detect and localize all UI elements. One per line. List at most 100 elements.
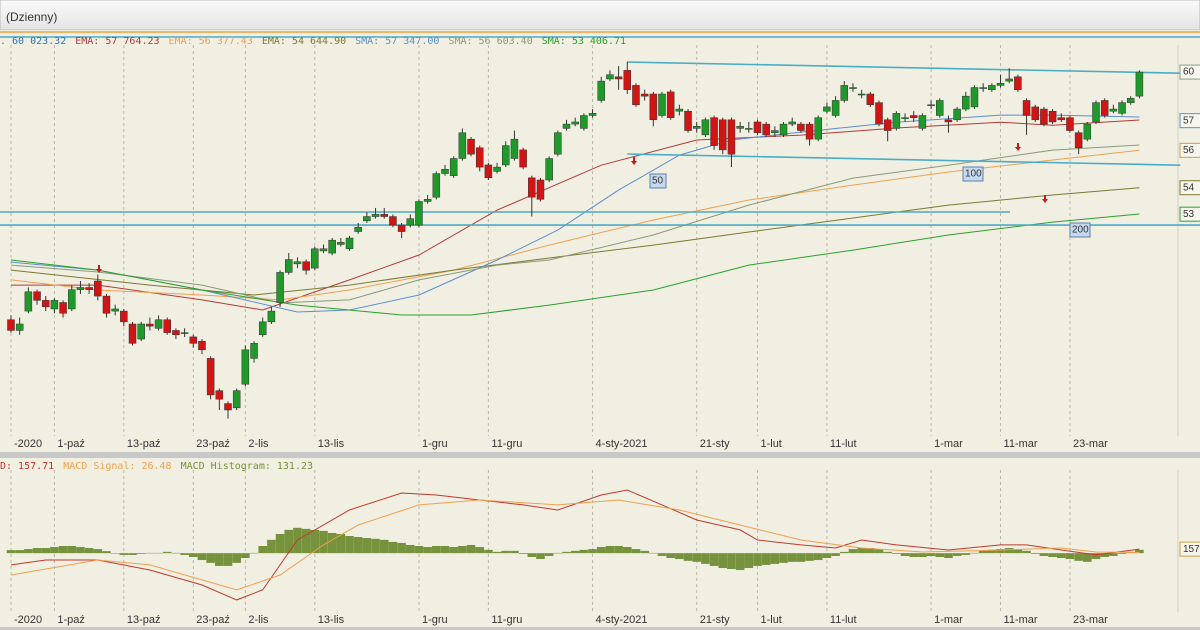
candle-body bbox=[380, 214, 388, 217]
candle-body bbox=[423, 199, 432, 202]
candle-body bbox=[180, 332, 189, 334]
price-tag bbox=[1179, 206, 1200, 222]
histogram-bar bbox=[692, 553, 702, 562]
candle-body bbox=[111, 308, 119, 312]
candle-body bbox=[640, 93, 649, 97]
histogram-bar bbox=[848, 549, 858, 554]
candle-body bbox=[710, 117, 718, 146]
histogram-bar bbox=[544, 553, 554, 556]
candle-body bbox=[293, 261, 302, 265]
candle-body bbox=[675, 108, 684, 112]
histogram-bar bbox=[93, 549, 103, 554]
candle-body bbox=[519, 149, 527, 168]
candle-body bbox=[59, 302, 67, 314]
histogram-bar bbox=[510, 550, 519, 554]
histogram-bar bbox=[119, 553, 129, 555]
histogram-bar bbox=[1091, 553, 1101, 560]
x-tick-label: 23-paź bbox=[196, 614, 230, 626]
candle-body bbox=[441, 168, 449, 174]
histogram-bar bbox=[223, 553, 233, 566]
candle-body bbox=[302, 261, 310, 271]
candle-body bbox=[449, 158, 458, 176]
candle-body bbox=[684, 110, 692, 131]
histogram-bar bbox=[944, 553, 953, 559]
histogram-bar bbox=[58, 545, 68, 554]
candle-body bbox=[883, 119, 892, 131]
candle-body bbox=[866, 93, 875, 106]
candle-body bbox=[927, 104, 935, 107]
candle-body bbox=[962, 95, 970, 110]
x-tick-label: 21-sty bbox=[700, 614, 730, 626]
candle-body bbox=[701, 119, 710, 136]
histogram-bar bbox=[649, 552, 658, 554]
candle-body bbox=[736, 126, 744, 129]
histogram-bar bbox=[371, 538, 380, 554]
histogram-bar bbox=[1074, 553, 1083, 561]
histogram-bar bbox=[970, 552, 979, 554]
histogram-bar bbox=[701, 553, 710, 564]
candle-body bbox=[1040, 108, 1048, 125]
histogram-bar bbox=[67, 545, 77, 554]
candle-body bbox=[545, 158, 553, 181]
indicator-line bbox=[10, 149, 1140, 301]
histogram-bar bbox=[579, 549, 589, 554]
candle-body bbox=[597, 80, 605, 101]
histogram-bar bbox=[1013, 549, 1023, 554]
histogram-bar bbox=[84, 548, 94, 554]
histogram-bar bbox=[215, 553, 224, 566]
candle-body bbox=[606, 74, 614, 80]
histogram-bar bbox=[570, 550, 580, 554]
candle-body bbox=[814, 117, 822, 140]
candle-body bbox=[311, 248, 319, 269]
candle-body bbox=[328, 239, 336, 254]
price-tag-label: 54 bbox=[1183, 182, 1195, 193]
x-tick-label: 11-lut bbox=[830, 614, 857, 626]
histogram-bar bbox=[145, 552, 155, 554]
price-tag-label: 57 bbox=[1183, 115, 1195, 126]
x-tick-label: 2-lis bbox=[248, 438, 269, 450]
histogram-bar bbox=[562, 551, 571, 554]
candle-body bbox=[779, 123, 788, 136]
histogram-bar bbox=[1048, 553, 1057, 557]
candle-body bbox=[1100, 100, 1109, 116]
candle-body bbox=[762, 123, 770, 136]
candle-body bbox=[1066, 117, 1074, 131]
candle-body bbox=[250, 343, 258, 359]
indicator-line bbox=[10, 489, 1140, 601]
histogram-bar bbox=[909, 553, 919, 557]
candle-body bbox=[258, 321, 267, 336]
histogram-bar bbox=[50, 547, 59, 554]
price-tag bbox=[1179, 142, 1200, 158]
candle-body bbox=[319, 248, 328, 252]
histogram-bar bbox=[1109, 553, 1118, 556]
legend: . 60 023.32 EMA: 57 764.23 EMA: 56 377.43 E… bbox=[0, 36, 626, 47]
x-tick-label: 23-paź bbox=[196, 438, 230, 450]
histogram-bar bbox=[1083, 553, 1092, 562]
histogram-bar bbox=[744, 553, 754, 568]
histogram-bar bbox=[952, 553, 962, 556]
histogram-bar bbox=[622, 547, 632, 554]
histogram-bar bbox=[918, 553, 927, 557]
x-tick-label: 13-lis bbox=[318, 438, 345, 450]
candle-body bbox=[918, 115, 927, 129]
histogram-bar bbox=[822, 553, 832, 559]
candle-body bbox=[354, 227, 362, 232]
histogram-bar bbox=[362, 538, 372, 554]
candle-body bbox=[892, 113, 901, 129]
histogram-bar bbox=[718, 553, 728, 568]
histogram-bar bbox=[614, 545, 623, 554]
x-tick-label: 13-paź bbox=[127, 438, 161, 450]
candle-body bbox=[128, 323, 137, 344]
candle-body bbox=[467, 138, 475, 155]
legend-entry: . 60 023.32 bbox=[0, 36, 66, 47]
candle-body bbox=[614, 76, 623, 80]
candle-body bbox=[753, 121, 762, 133]
candle-body bbox=[215, 390, 224, 400]
histogram-bar bbox=[345, 536, 354, 554]
histogram-bar bbox=[501, 550, 511, 554]
histogram-bar bbox=[475, 547, 485, 554]
candle-body bbox=[571, 121, 579, 125]
x-tick-label: 1-lut bbox=[760, 614, 781, 626]
legend-entry: MACD Histogram: 131.23 bbox=[181, 461, 313, 472]
histogram-bar bbox=[1039, 553, 1049, 556]
